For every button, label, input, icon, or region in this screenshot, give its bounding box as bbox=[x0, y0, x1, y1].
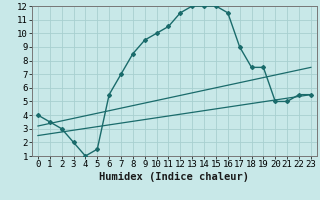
X-axis label: Humidex (Indice chaleur): Humidex (Indice chaleur) bbox=[100, 172, 249, 182]
